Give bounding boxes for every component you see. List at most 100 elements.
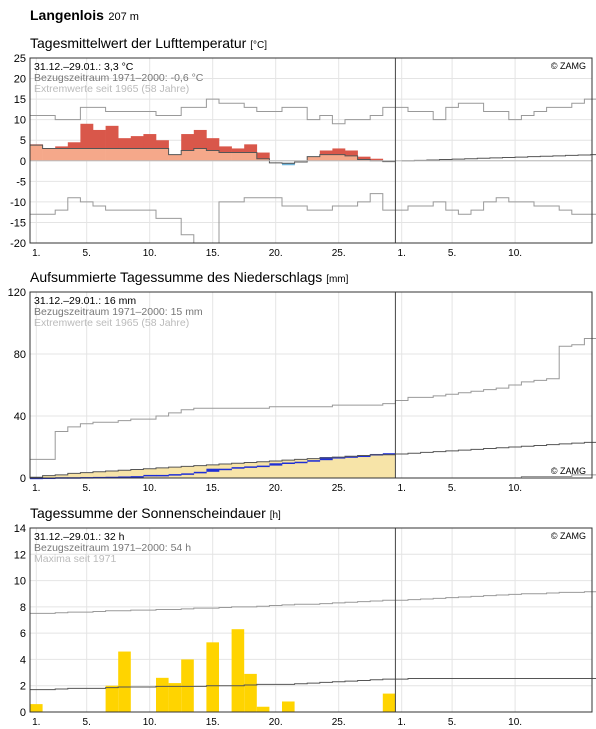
x-tick-label: 25. [332, 717, 346, 728]
x-tick-label: 15. [206, 717, 220, 728]
temp-base-bar [67, 148, 81, 161]
precip-step [219, 468, 232, 471]
extreme-min-line [30, 193, 596, 244]
credit-zamg: © ZAMG [551, 531, 586, 541]
y-tick-label: 6 [20, 628, 26, 640]
precip-step [244, 466, 258, 468]
precip-step [168, 474, 182, 476]
precip-step [319, 457, 333, 461]
x-tick-label: 1. [398, 248, 406, 259]
maxima-line [30, 591, 596, 614]
temp-base-bar [244, 152, 258, 161]
chart-panel-2: Aufsummierte Tagessumme des Niederschlag… [8, 269, 596, 494]
x-tick-label: 25. [332, 248, 346, 259]
sunshine-bar [168, 683, 182, 712]
reference-line [30, 441, 596, 478]
temp-base-bar [307, 156, 321, 161]
y-tick-label: 14 [14, 523, 26, 535]
x-tick-label: 15. [206, 248, 220, 259]
temp-base-bar [118, 148, 132, 161]
x-tick-label: 25. [332, 483, 346, 494]
x-tick-label: 5. [83, 483, 91, 494]
chart-panel-1: Tagesmittelwert der Lufttemperatur [°C] 2… [10, 35, 596, 259]
x-tick-label: 20. [269, 717, 283, 728]
temp-above-bar [130, 136, 144, 149]
precip-step [130, 476, 144, 478]
precip-step [269, 463, 283, 466]
y-tick-label: 10 [14, 115, 26, 127]
x-tick-label: 10. [143, 717, 157, 728]
x-tick-label: 10. [508, 248, 522, 259]
y-tick-label: 80 [14, 349, 26, 361]
y-tick-label: 4 [20, 654, 26, 666]
reference-line-continuation [401, 154, 596, 162]
temp-base-bar [319, 154, 333, 161]
reference-line [30, 144, 396, 164]
chart-title: Tagessumme der Sonnenscheindauer [h] [30, 505, 281, 521]
chart-unit: [mm] [326, 274, 348, 285]
temp-above-bar [206, 138, 220, 151]
x-tick-label: 10. [143, 248, 157, 259]
temp-base-bar [231, 152, 245, 161]
chart-unit: [h] [270, 510, 281, 521]
y-tick-label: 25 [14, 53, 26, 65]
temp-base-bar [30, 145, 43, 161]
info-extremes: Extremwerte seit 1965 (58 Jahre) [34, 317, 189, 329]
temp-base-bar [206, 150, 220, 161]
temp-base-bar [219, 152, 232, 161]
info-current: 31.12.–29.01.: 32 h [34, 531, 125, 543]
temp-base-bar [357, 159, 371, 161]
precip-step [231, 467, 245, 469]
sunshine-bar [181, 659, 194, 712]
reference-line [30, 677, 596, 691]
extreme-max-line [30, 98, 596, 125]
temp-above-bar [319, 150, 333, 155]
x-tick-label: 15. [206, 483, 220, 494]
x-tick-label: 1. [32, 717, 40, 728]
x-tick-label: 10. [143, 483, 157, 494]
plot-frame [29, 57, 593, 244]
temp-above-bar [80, 123, 94, 149]
info-current: 31.12.–29.01.: 3,3 °C [34, 61, 134, 73]
temp-base-bar [55, 148, 69, 161]
temp-above-bar [219, 146, 232, 153]
x-tick-label: 10. [508, 717, 522, 728]
x-tick-label: 1. [398, 717, 406, 728]
y-tick-label: 0 [20, 473, 26, 485]
info-reference: Bezugszeitraum 1971–2000: -0,6 °C [34, 72, 204, 84]
temp-base-bar [181, 150, 195, 161]
temp-above-bar [370, 158, 384, 161]
temp-base-bar [143, 148, 157, 161]
sunshine-bar [231, 629, 245, 712]
temp-base-bar [168, 154, 182, 161]
sunshine-bar [282, 701, 295, 712]
credit-zamg: © ZAMG [551, 61, 586, 71]
precip-step [357, 455, 371, 458]
info-extremes: Maxima seit 1971 [34, 553, 116, 565]
y-tick-label: -10 [10, 197, 26, 209]
y-tick-label: -20 [10, 238, 26, 250]
credit-zamg: © ZAMG [551, 466, 586, 476]
sunshine-bar [244, 673, 257, 712]
x-tick-label: 1. [398, 483, 406, 494]
x-tick-label: 20. [269, 248, 283, 259]
temp-above-bar [156, 140, 169, 149]
chart-panel-3: Tagessumme der Sonnenscheindauer [h] 14 12… [14, 505, 596, 728]
y-tick-label: -5 [16, 176, 26, 188]
temp-below-bar [282, 163, 295, 166]
temp-above-bar [118, 138, 132, 149]
y-tick-label: 5 [20, 135, 26, 147]
chart-unit: [°C] [250, 40, 267, 51]
info-extremes: Extremwerte seit 1965 (58 Jahre) [34, 83, 189, 95]
precip-step [282, 462, 295, 464]
x-tick-label: 1. [32, 483, 40, 494]
station-name: Langenlois [30, 7, 104, 23]
plot-frame [29, 527, 593, 713]
info-reference: Bezugszeitraum 1971–2000: 15 mm [34, 306, 203, 318]
precip-step [193, 471, 207, 474]
y-tick-label: 15 [14, 94, 26, 106]
plot-area [30, 292, 592, 478]
precip-step [345, 456, 358, 458]
temp-base-bar [80, 148, 94, 161]
